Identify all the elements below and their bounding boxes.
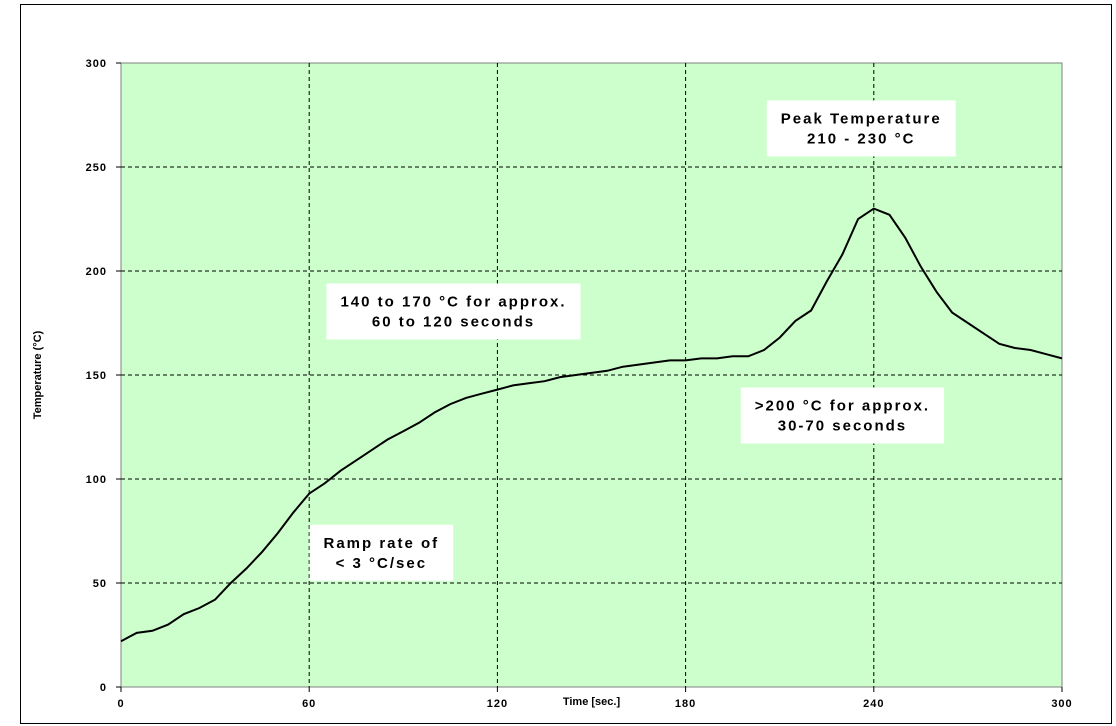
y-axis-label: Temperature (°C) bbox=[32, 330, 44, 419]
annotation-text: 210 - 230 °C bbox=[807, 130, 915, 147]
annotation-text: Ramp rate of bbox=[323, 535, 439, 552]
annotation-text: >200 °C for approx. bbox=[755, 397, 930, 414]
annotation-2: 140 to 170 °C for approx. 60 to 120 secon… bbox=[326, 283, 581, 340]
x-tick-label: 0 bbox=[117, 698, 124, 710]
annotation-1: Peak Temperature 210 - 230 °C bbox=[766, 100, 956, 157]
annotation-box bbox=[326, 283, 581, 340]
y-tick-labels: 0 50 100 150 200 250 300 bbox=[86, 58, 107, 694]
x-tick-label: 60 bbox=[302, 698, 316, 710]
annotation-text: < 3 °C/sec bbox=[336, 555, 427, 572]
annotation-4: Ramp rate of < 3 °C/sec bbox=[309, 524, 454, 581]
x-axis-label: Time [sec.] bbox=[563, 696, 621, 708]
x-tick-labels: 0 60 120 180 240 300 bbox=[117, 698, 1072, 710]
temperature-curve bbox=[120, 207, 1063, 643]
annotations: Peak Temperature 210 - 230 °C 140 to 170 °… bbox=[309, 100, 956, 581]
grid-lines bbox=[121, 63, 1062, 687]
annotation-box bbox=[309, 524, 454, 581]
annotation-text: 140 to 170 °C for approx. bbox=[340, 293, 566, 310]
y-tick-label: 200 bbox=[86, 266, 107, 278]
annotation-text: 60 to 120 seconds bbox=[372, 313, 535, 330]
annotation-text: Peak Temperature bbox=[781, 110, 942, 127]
y-tick-label: 50 bbox=[93, 578, 107, 590]
reflow-temperature-chart: 0 60 120 180 240 300 0 50 100 150 200 250 300 Peak … bbox=[32, 58, 1072, 710]
annotation-box bbox=[766, 100, 956, 157]
y-tick-label: 250 bbox=[86, 162, 107, 174]
annotation-3: >200 °C for approx. 30-70 seconds bbox=[740, 387, 945, 444]
x-tick-label: 240 bbox=[863, 698, 884, 710]
x-tick-label: 300 bbox=[1051, 698, 1072, 710]
x-tick-label: 180 bbox=[675, 698, 696, 710]
y-tick-label: 300 bbox=[86, 58, 107, 70]
annotation-text: 30-70 seconds bbox=[778, 417, 907, 434]
y-tick-label: 100 bbox=[86, 474, 107, 486]
y-tick-label: 0 bbox=[100, 682, 107, 694]
x-tick-label: 120 bbox=[487, 698, 508, 710]
y-tick-label: 150 bbox=[86, 370, 107, 382]
chart-frame: 0 60 120 180 240 300 0 50 100 150 200 250 300 Peak … bbox=[20, 4, 1112, 724]
annotation-box bbox=[740, 387, 945, 444]
axes bbox=[116, 62, 1063, 692]
